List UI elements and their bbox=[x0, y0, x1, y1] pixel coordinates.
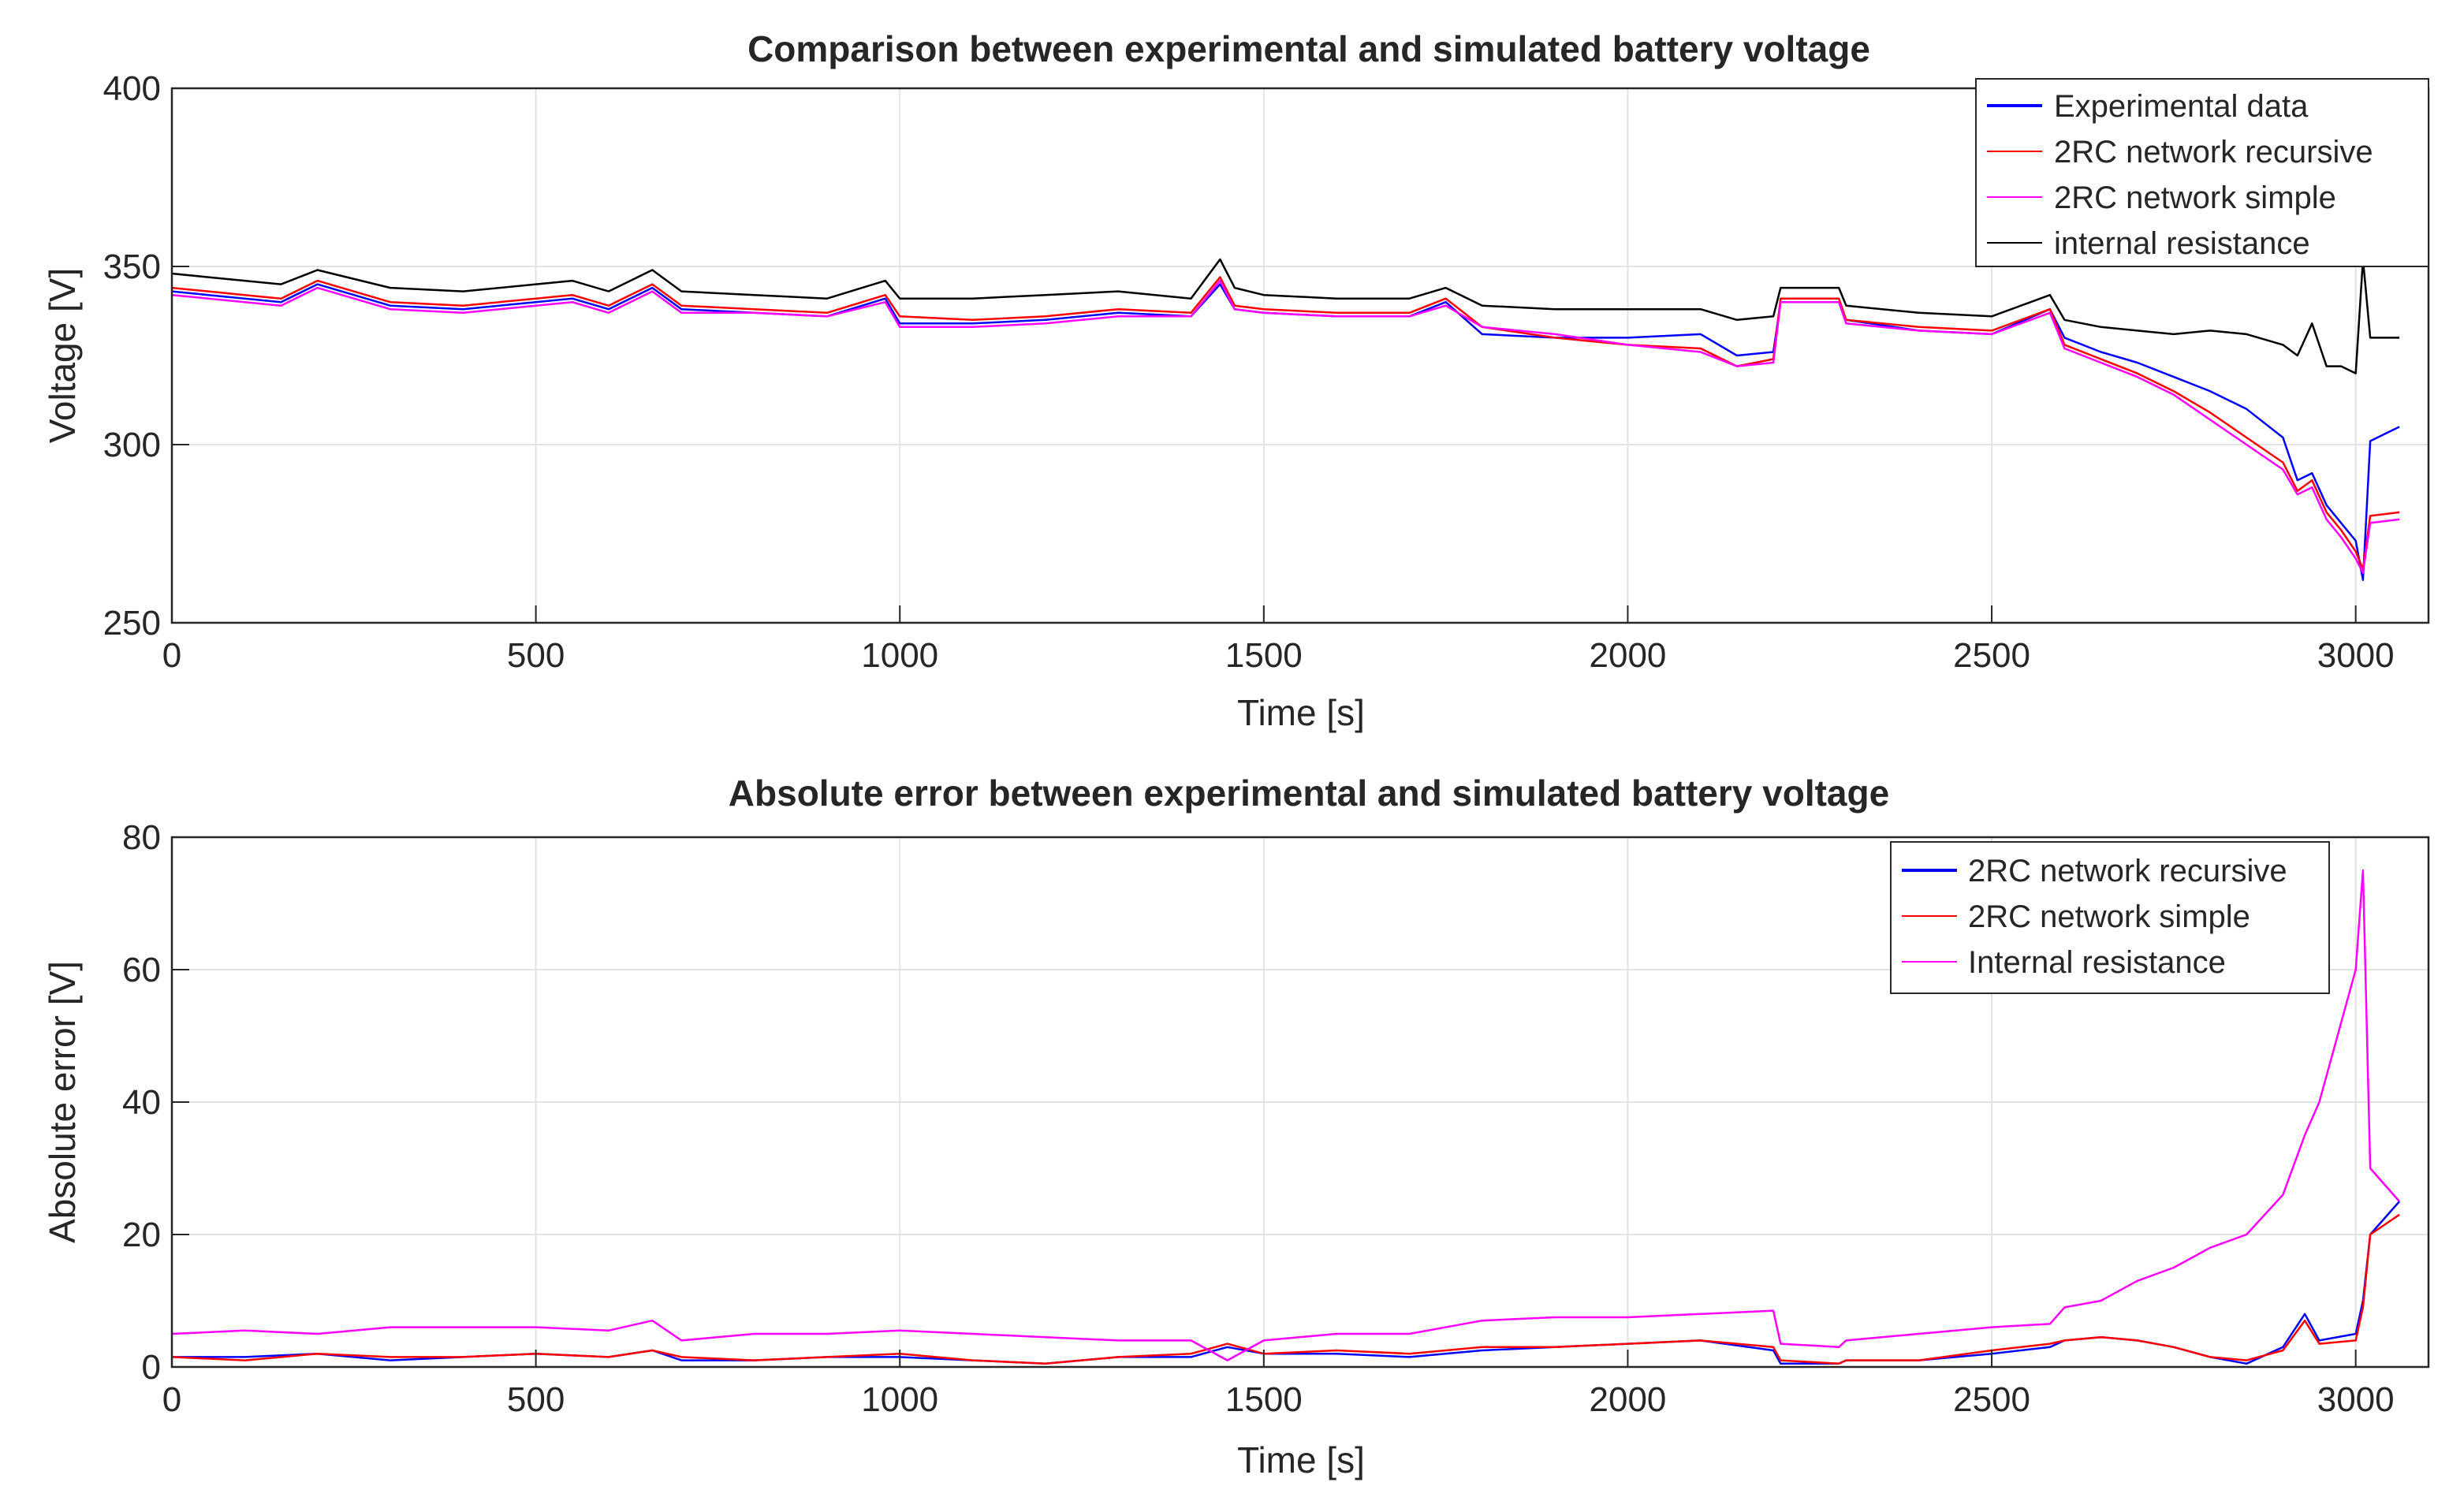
voltage-x-tick-label: 1500 bbox=[1225, 636, 1303, 675]
error-series-2rc-network-simple bbox=[171, 1213, 2400, 1365]
error-x-tick-label: 500 bbox=[507, 1380, 565, 1419]
error-y-axis-label: Absolute error [V] bbox=[42, 961, 83, 1243]
voltage-series-experimental-data bbox=[171, 283, 2400, 582]
voltage-x-tick-label: 2500 bbox=[1953, 636, 2030, 675]
voltage-x-tick-label: 500 bbox=[507, 636, 565, 675]
error-y-tick-label: 60 bbox=[122, 951, 161, 989]
error-legend: 2RC network recursive 2RC network simple… bbox=[1890, 841, 2330, 994]
voltage-legend-label-simple: 2RC network simple bbox=[2054, 181, 2336, 215]
error-chart: Absolute error between experimental and … bbox=[42, 773, 2430, 1480]
error-series-group bbox=[171, 869, 2401, 1365]
error-x-tick-label: 1000 bbox=[861, 1380, 938, 1419]
voltage-series-internal-resistance bbox=[171, 258, 2400, 374]
voltage-y-tick-label: 300 bbox=[103, 426, 161, 464]
voltage-legend-label-recursive: 2RC network recursive bbox=[2054, 135, 2373, 169]
voltage-legend-label-resistance: internal resistance bbox=[2054, 226, 2310, 261]
voltage-x-tick-label: 0 bbox=[162, 636, 181, 675]
voltage-y-axis-label: Voltage [V] bbox=[42, 268, 83, 444]
error-chart-title: Absolute error between experimental and … bbox=[729, 773, 1889, 814]
error-legend-label-resistance: Internal resistance bbox=[1968, 945, 2226, 980]
voltage-y-tick-label: 400 bbox=[103, 69, 161, 108]
voltage-series-group bbox=[171, 258, 2400, 582]
error-x-axis-label: Time [s] bbox=[1237, 1439, 1365, 1480]
error-x-tick-label: 1500 bbox=[1225, 1380, 1303, 1419]
error-x-tick-label: 3000 bbox=[2317, 1380, 2395, 1419]
voltage-legend-box bbox=[1975, 78, 2429, 267]
voltage-x-axis-label: Time [s] bbox=[1237, 692, 1365, 733]
error-x-tick-label: 2500 bbox=[1953, 1380, 2030, 1419]
voltage-x-tick-label: 1000 bbox=[861, 636, 938, 675]
voltage-chart-title: Comparison between experimental and simu… bbox=[747, 28, 1870, 69]
voltage-legend-label-experimental: Experimental data bbox=[2054, 89, 2309, 124]
error-series-internal-resistance bbox=[171, 869, 2401, 1361]
voltage-y-tick-label: 350 bbox=[103, 248, 161, 286]
voltage-y-tick-label: 250 bbox=[103, 604, 161, 642]
error-y-tick-label: 20 bbox=[122, 1216, 161, 1254]
voltage-chart: Comparison between experimental and simu… bbox=[42, 28, 2430, 733]
error-legend-box bbox=[1890, 841, 2330, 994]
error-x-tick-label: 0 bbox=[162, 1380, 181, 1419]
voltage-series-2rc-network-simple bbox=[171, 279, 2400, 574]
error-legend-label-recursive: 2RC network recursive bbox=[1968, 854, 2287, 888]
voltage-legend: Experimental data 2RC network recursive … bbox=[1975, 78, 2429, 267]
voltage-axes-box bbox=[170, 87, 2430, 624]
error-legend-label-simple: 2RC network simple bbox=[1968, 899, 2250, 934]
error-y-tick-label: 0 bbox=[142, 1348, 161, 1387]
error-x-tick-label: 2000 bbox=[1590, 1380, 1667, 1419]
voltage-x-tick-label: 3000 bbox=[2317, 636, 2395, 675]
error-ticks: 0 500 1000 1500 2000 2500 3000 0 20 40 60 80 bbox=[122, 818, 2395, 1419]
error-y-tick-label: 80 bbox=[122, 818, 161, 857]
voltage-x-tick-label: 2000 bbox=[1590, 636, 1667, 675]
error-y-tick-label: 40 bbox=[122, 1083, 161, 1122]
voltage-ticks: 0 500 1000 1500 2000 2500 3000 250 300 350 400 bbox=[103, 69, 2395, 675]
